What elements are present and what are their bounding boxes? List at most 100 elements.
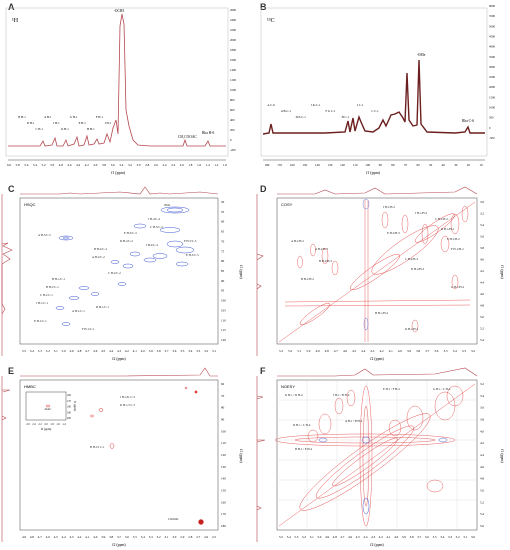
x-tick-label: 1.8 [50,423,54,426]
cosy-label: D H-2/H-3 [411,267,425,271]
f2-projection [20,367,218,377]
ome-peak-label: -OCH3 [114,9,125,13]
peak-label: C H-1 [35,127,43,131]
cosy-label: H H-1/H-2 [375,311,389,315]
f1-projection [256,376,266,542]
y-tick-label: 4.2 [480,269,484,273]
x-axis-title: f2 (ppm) [112,543,126,547]
hsqc-label: D H-2/C-2 [120,239,133,243]
x-tick-label: 4.0 [141,349,145,353]
x-tick-label: 3.3 [149,535,153,539]
y-tick-label: 5.2 [480,327,484,331]
hmbc-label: COOMe [168,517,179,521]
x-tick-label: 4.3 [371,535,375,539]
cosy-label: C H-2/H-3 [405,257,418,261]
y-tick-label: 1600 [230,58,237,62]
x-tick-label: 4.4 [361,349,365,353]
x-tick-label: 2.2 [171,163,175,167]
hmbc-label: K H-1/J C-3 [120,403,135,407]
x-axis-title: f2 (ppm) [370,357,384,361]
x-tick-label: 5.0 [50,163,54,167]
y-tick-label: 6000 [489,4,496,8]
x-tick-label: 5.2 [42,163,46,167]
y-axis-title: f1 (ppm) [239,449,243,463]
x-tick-label: 4.2 [379,535,383,539]
x-tick-label: 4.5 [101,349,105,353]
y-tick-label: 75 [221,249,225,253]
y-tick-label: 130 [221,465,226,469]
y-tick-label: 0 [489,126,491,130]
y-tick-label: 5.2 [480,500,484,504]
x-tick-label: 2.9 [180,535,184,539]
inset-x-axis-title: f2 (ppm) [41,427,52,431]
hsqc-label: D H-1/C-1 [96,305,109,309]
x-tick-label: 100 [365,163,370,167]
x-tick-label: 5.6 [24,163,28,167]
x-tick-label: 4.8 [59,163,63,167]
f2-projection [20,186,219,195]
peak-label: G H-1 [70,115,78,119]
x-tick-label: 4.7 [340,535,344,539]
y-tick-labels: 3.0 3.2 3.4 3.6 3.8 4.0 4.2 4.4 4.6 4.8 5.0 5.2 5.4 [480,200,484,342]
hsqc-label: C H-1/C-1 [40,293,53,297]
inset-x-tick-labels: 2.6 2.4 2.2 2.0 1.8 1.6 1.4 [26,423,66,426]
y-tick-label: 115 [221,328,226,332]
x-tick-label: 4.2 [125,349,129,353]
y-tick-label: 1800 [230,48,237,52]
x-tick-label: 70 [404,163,408,167]
x-tick-label: 5.3 [279,349,283,353]
cosy-label: A H-2/H-3 [315,247,328,251]
hsqc-label: I H-4/C-4 [146,243,158,247]
x-tick-labels: 180 170 160 150 140 130 120 110 100 90 80 70 60 50 40 3… [265,163,483,167]
cosy-diagonal [278,200,476,343]
y-tick-label: 1500 [489,95,496,99]
y-tick-label: 800 [230,98,235,102]
y-tick-label: 3500 [489,55,496,59]
panel-label-b: B [260,2,267,12]
x-tick-label: 4.0 [394,535,398,539]
cosy-label: D H-1/H-2 [441,227,455,231]
cosy-label: B H-2/H-3 [319,259,332,263]
x-axis-title: f2 (ppm) [112,357,126,361]
x-tick-label: 3.9 [402,535,406,539]
hsqc-cross-peaks [55,206,195,326]
peak-label: D H-1 [27,121,35,125]
f1-projection [256,194,264,356]
y-tick-label: 3.4 [480,394,484,398]
experiment-title: HMBC [24,384,36,389]
x-tick-label: 5.1 [297,349,301,353]
x-tick-label: 2.4 [32,423,36,426]
cosy-label: J H-1/H-2 [415,211,428,215]
y-tick-label: 4.8 [480,304,484,308]
cosy-label: A H-1/H-2 [291,239,304,243]
x-tick-label: 4.6 [348,535,352,539]
hsqc-label-list: OMe A H-5/C-5 J H-4/C-4 C H-3/C-3 E H-3/… [34,203,199,331]
x-tick-label: 3.2 [456,535,460,539]
cosy-label-list: A H-1/H-2 B H-1/H-2 I H-1/H-2 J H-1/H-2 … [291,205,465,331]
cosy-label: F H-1/H-2 [451,247,464,251]
peak-label: A C-6 [267,103,275,107]
x-tick-label: 140 [315,163,320,167]
x-tick-label: 3.7 [417,535,421,539]
x-tick-label: 90 [379,163,383,167]
x-tick-label: 3.3 [196,349,200,353]
hsqc-label: E H-3/C-3 [124,231,137,235]
y-tick-label: 5.6 [480,524,484,528]
x-tick-label: 3.0 [172,535,176,539]
x-tick-label: 3.7 [425,349,429,353]
x-tick-label: 2.4 [163,163,167,167]
x-tick-label: 20 [467,163,471,167]
inset-peak [45,404,51,408]
cosy-panel: COSY A H-1/H-2 B H-1/H-2 I H-1/H-2 J H-1… [256,186,504,361]
x-tick-label: 3.4 [440,535,444,539]
y-tick-label: 1200 [230,78,237,82]
x-tick-label: 1.6 [56,423,60,426]
x-tick-label: 2.2 [38,423,42,426]
x-tick-label: 3.1 [463,535,467,539]
y-tick-label: 400 [230,118,235,122]
y-tick-label: 5.4 [480,512,484,516]
peak-label: K H-1 [61,127,69,131]
y-tick-label: 500 [489,116,494,120]
peak-label: J K-C-1 [311,103,321,107]
x-tick-label: 4.6 [46,535,50,539]
